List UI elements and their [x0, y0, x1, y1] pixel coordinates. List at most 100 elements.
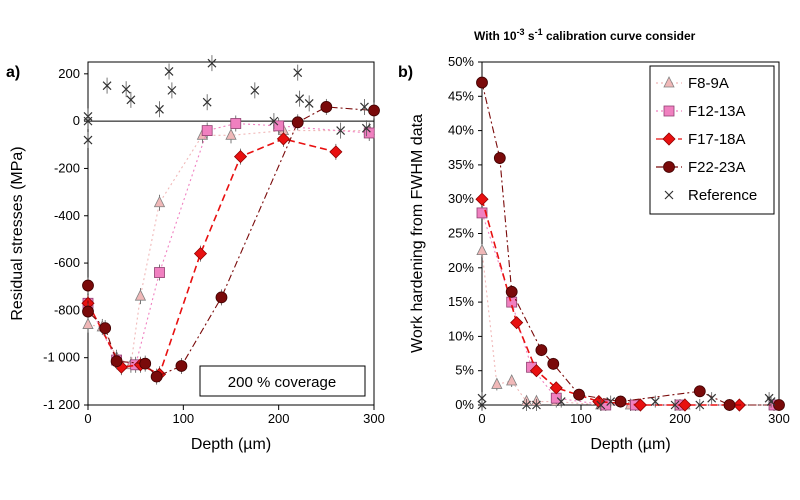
plot-frame	[87, 61, 375, 406]
data-point	[678, 398, 692, 412]
legend-entry: F17-18A	[656, 131, 746, 148]
data-point	[477, 400, 487, 410]
data-point	[295, 94, 305, 104]
y-tick-label: -1 200	[43, 397, 80, 412]
data-point	[707, 393, 717, 403]
data-point	[493, 152, 506, 164]
y-tick-label: -1 000	[43, 350, 80, 365]
y-tick-label: 0%	[455, 397, 474, 412]
data-point	[361, 123, 371, 133]
x-tick-label: 300	[768, 411, 790, 426]
data-point	[164, 67, 174, 76]
legend-entry: F8-9A	[656, 75, 729, 92]
data-point	[207, 58, 217, 68]
y-tick-label: 15%	[448, 294, 474, 309]
series-f12-13a	[82, 115, 375, 373]
legend-marker	[663, 161, 675, 173]
x-axis-title: Depth (µm)	[590, 436, 670, 453]
series-f22-23a	[476, 76, 785, 411]
data-point	[510, 316, 524, 330]
y-axis-title: Work hardening from FWHM data	[409, 114, 426, 353]
y-tick-label: -600	[54, 255, 80, 270]
series-line	[481, 212, 775, 406]
series-f8-9a	[82, 122, 375, 373]
series-line	[87, 122, 370, 366]
y-tick-label: 10%	[448, 328, 474, 343]
panel-a: a) 0 100 200 300 200 0 -200 -400 -600 -800 -1 000 -…	[6, 55, 385, 453]
data-point	[360, 102, 369, 112]
data-point	[150, 370, 163, 383]
series-line	[481, 250, 775, 406]
data-point	[153, 195, 166, 208]
data-point	[215, 291, 228, 304]
data-point	[491, 377, 503, 389]
data-point	[233, 150, 248, 164]
data-point	[363, 127, 375, 139]
x-tick-label: 0	[478, 411, 485, 426]
y-tick-label: 50%	[448, 54, 474, 69]
y-tick-label: 0	[73, 113, 80, 128]
data-point	[535, 344, 548, 357]
data-point	[139, 357, 152, 370]
x-tick-label: 100	[570, 411, 592, 426]
data-point	[550, 392, 562, 404]
data-point	[476, 207, 488, 219]
legend-label: F17-18A	[688, 131, 746, 148]
data-point	[320, 101, 333, 113]
data-point	[723, 399, 736, 411]
data-point	[110, 355, 123, 368]
series-f17-18a	[81, 130, 343, 383]
data-point	[193, 247, 208, 261]
data-point	[505, 285, 518, 298]
data-point	[596, 400, 606, 410]
x-tick-label: 300	[363, 411, 385, 426]
data-point	[477, 393, 487, 403]
y-tick-label: 40%	[448, 123, 474, 138]
figure-header: With 10-3 s-1 calibration curve consider	[474, 27, 696, 43]
y-tick-label: 5%	[455, 363, 474, 378]
series-line	[87, 106, 375, 378]
data-point	[773, 399, 785, 411]
data-point	[175, 360, 188, 372]
data-point	[549, 381, 563, 395]
y-tick-label: -400	[54, 208, 80, 223]
legend-entry: F22-23A	[656, 159, 746, 176]
data-point	[276, 132, 290, 146]
data-point	[126, 95, 136, 105]
data-point	[547, 357, 560, 370]
data-point	[650, 397, 660, 406]
data-point	[154, 267, 165, 278]
y-tick-label: 45%	[448, 88, 474, 103]
x-tick-label: 0	[84, 411, 91, 426]
series-line	[481, 198, 740, 406]
y-tick-label: 25%	[448, 226, 474, 241]
data-point	[336, 126, 346, 136]
coverage-annotation: 200 % coverage	[228, 374, 336, 391]
data-point	[269, 116, 279, 126]
panel-a-label: a)	[6, 64, 20, 81]
data-point	[695, 400, 705, 410]
y-tick-label: -200	[54, 160, 80, 175]
legend-label: F12-13A	[688, 103, 746, 120]
legend-entry: Reference	[664, 187, 757, 204]
data-point	[250, 85, 260, 95]
legend-marker	[663, 105, 675, 117]
data-point	[83, 135, 93, 145]
data-point	[532, 400, 541, 410]
data-point	[83, 116, 93, 126]
data-point	[766, 397, 776, 406]
data-point	[102, 81, 112, 91]
data-point	[529, 364, 544, 378]
data-point	[304, 98, 314, 108]
series-line	[87, 138, 337, 376]
legend-label: Reference	[688, 187, 757, 204]
data-point	[606, 397, 616, 406]
data-point	[614, 395, 627, 408]
data-point	[556, 397, 566, 406]
legend-marker	[663, 76, 675, 88]
data-point	[329, 145, 343, 159]
series-reference	[477, 392, 776, 411]
series-reference	[83, 55, 371, 149]
y-tick-label: -800	[54, 302, 80, 317]
